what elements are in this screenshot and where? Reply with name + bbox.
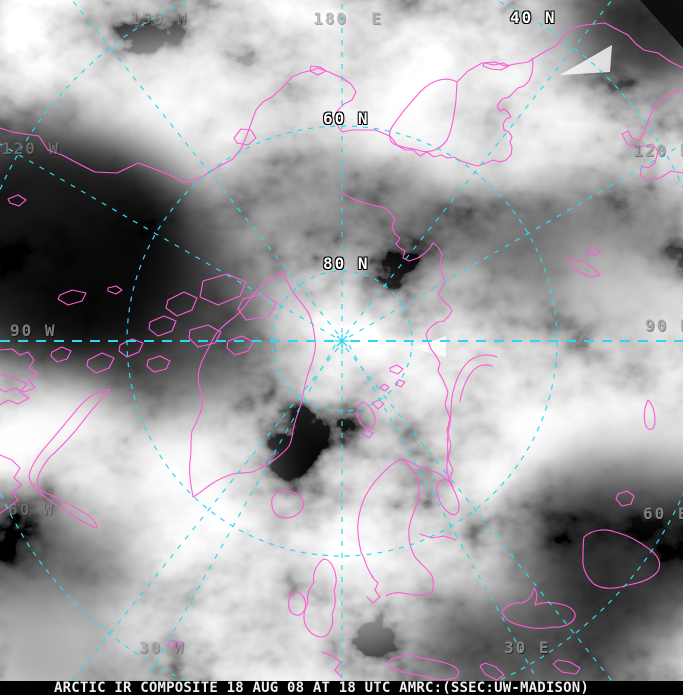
caption-text: ARCTIC IR COMPOSITE 18 AUG 08 AT 18 UTC … bbox=[54, 680, 589, 695]
satellite-image-canvas bbox=[0, 0, 683, 681]
coast-misc-islands bbox=[7, 65, 327, 650]
coast-europe-north bbox=[271, 458, 457, 678]
coast-south-seas bbox=[388, 399, 661, 681]
meridian-30w bbox=[145, 344, 336, 681]
coast-canadian-archipelago bbox=[0, 273, 278, 529]
coast-taymyr-urals bbox=[341, 62, 602, 482]
coast-kamchatka-okhotsk bbox=[388, 22, 683, 182]
satellite-map: 40 N 60 N 80 N 150 W 180 E 120 W 90 W 60… bbox=[0, 0, 683, 681]
bright-cloud-shading bbox=[0, 25, 683, 681]
meridian-150e bbox=[348, 143, 683, 338]
pole-marker-icon bbox=[335, 334, 349, 348]
coast-greenland bbox=[189, 271, 316, 498]
composite-seam-wedges bbox=[408, 0, 683, 445]
latlon-grid bbox=[0, 0, 683, 681]
caption-bar: ARCTIC IR COMPOSITE 18 AUG 08 AT 18 UTC … bbox=[0, 681, 683, 695]
coast-barents-islands bbox=[356, 354, 498, 516]
meridian-150w bbox=[0, 143, 336, 338]
meridian-30e bbox=[348, 344, 539, 681]
